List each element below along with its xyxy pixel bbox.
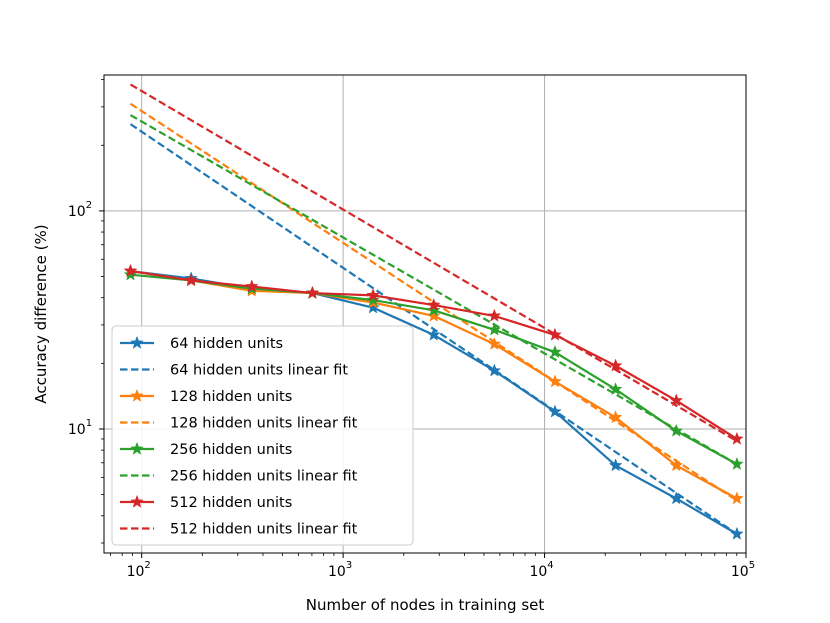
data-point bbox=[184, 273, 198, 287]
data-point bbox=[487, 363, 502, 377]
data-point bbox=[669, 458, 684, 472]
data-point bbox=[608, 358, 623, 372]
plot-frame bbox=[103, 74, 747, 554]
x-tick-label: 102 bbox=[127, 560, 151, 580]
legend-item: 512 hidden units linear fit bbox=[120, 522, 358, 538]
data-point bbox=[244, 279, 259, 293]
legend-item: 512 hidden units bbox=[120, 494, 292, 511]
data-point bbox=[487, 308, 502, 322]
series-512-hidden-units bbox=[123, 263, 744, 445]
data-point bbox=[548, 404, 562, 418]
series-512-hidden-units-linear-fit bbox=[129, 83, 738, 443]
legend-marker bbox=[130, 494, 144, 508]
data-point bbox=[426, 327, 441, 341]
legend-item: 256 hidden units linear fit bbox=[120, 469, 358, 485]
legend-item: 256 hidden units bbox=[120, 441, 292, 458]
data-point bbox=[730, 491, 744, 505]
data-point bbox=[487, 322, 502, 336]
legend-label: 128 hidden units linear fit bbox=[170, 416, 358, 432]
legend-label: 256 hidden units bbox=[170, 442, 292, 458]
data-point bbox=[366, 292, 380, 306]
legend-label: 256 hidden units linear fit bbox=[170, 469, 358, 485]
legend: 64 hidden units 64 hidden units linear fi… bbox=[111, 325, 414, 546]
series-256-hidden-units-linear-fit bbox=[129, 114, 738, 466]
data-point bbox=[730, 431, 744, 445]
y-tick-label: 102 bbox=[68, 200, 92, 220]
legend-marker bbox=[130, 335, 144, 349]
legend-label: 64 hidden units bbox=[170, 336, 283, 352]
series-line bbox=[129, 114, 738, 466]
data-point bbox=[366, 300, 380, 314]
legend-item: 64 hidden units linear fit bbox=[120, 363, 348, 379]
legend-label: 512 hidden units linear fit bbox=[170, 522, 358, 538]
data-point bbox=[730, 456, 744, 470]
y-tick-label: 101 bbox=[68, 418, 92, 438]
data-point bbox=[487, 336, 502, 350]
x-tick-label: 104 bbox=[529, 560, 553, 580]
legend-item: 64 hidden units bbox=[120, 335, 283, 352]
data-point bbox=[669, 393, 684, 407]
data-point bbox=[730, 526, 744, 540]
axis-ticks: 102 103 104 105 101 102 bbox=[68, 79, 755, 580]
y-axis-label: Accuracy difference (%) bbox=[32, 224, 50, 403]
legend-box bbox=[111, 325, 414, 546]
data-point bbox=[123, 263, 138, 277]
legend-label: 64 hidden units linear fit bbox=[170, 363, 348, 379]
x-axis-label: Number of nodes in training set bbox=[306, 596, 545, 614]
legend-item: 128 hidden units bbox=[120, 388, 292, 405]
data-point bbox=[426, 297, 441, 311]
x-tick-label: 103 bbox=[328, 560, 352, 580]
legend-marker bbox=[130, 388, 144, 402]
legend-item: 128 hidden units linear fit bbox=[120, 416, 358, 432]
legend-marker bbox=[130, 441, 144, 455]
data-point bbox=[608, 458, 623, 472]
x-tick-label: 105 bbox=[731, 560, 755, 580]
data-point bbox=[548, 327, 562, 341]
data-point bbox=[426, 303, 441, 317]
series-layer bbox=[123, 83, 744, 540]
legend-label: 128 hidden units bbox=[170, 389, 292, 405]
data-point bbox=[608, 410, 623, 424]
data-point bbox=[305, 285, 320, 299]
data-point bbox=[548, 374, 562, 388]
legend-label: 512 hidden units bbox=[170, 495, 292, 511]
data-point bbox=[366, 288, 380, 302]
data-point bbox=[669, 491, 684, 505]
data-point bbox=[608, 382, 623, 396]
data-point bbox=[548, 344, 562, 359]
series-line bbox=[129, 83, 738, 443]
data-point bbox=[426, 308, 441, 322]
data-point bbox=[669, 423, 684, 437]
